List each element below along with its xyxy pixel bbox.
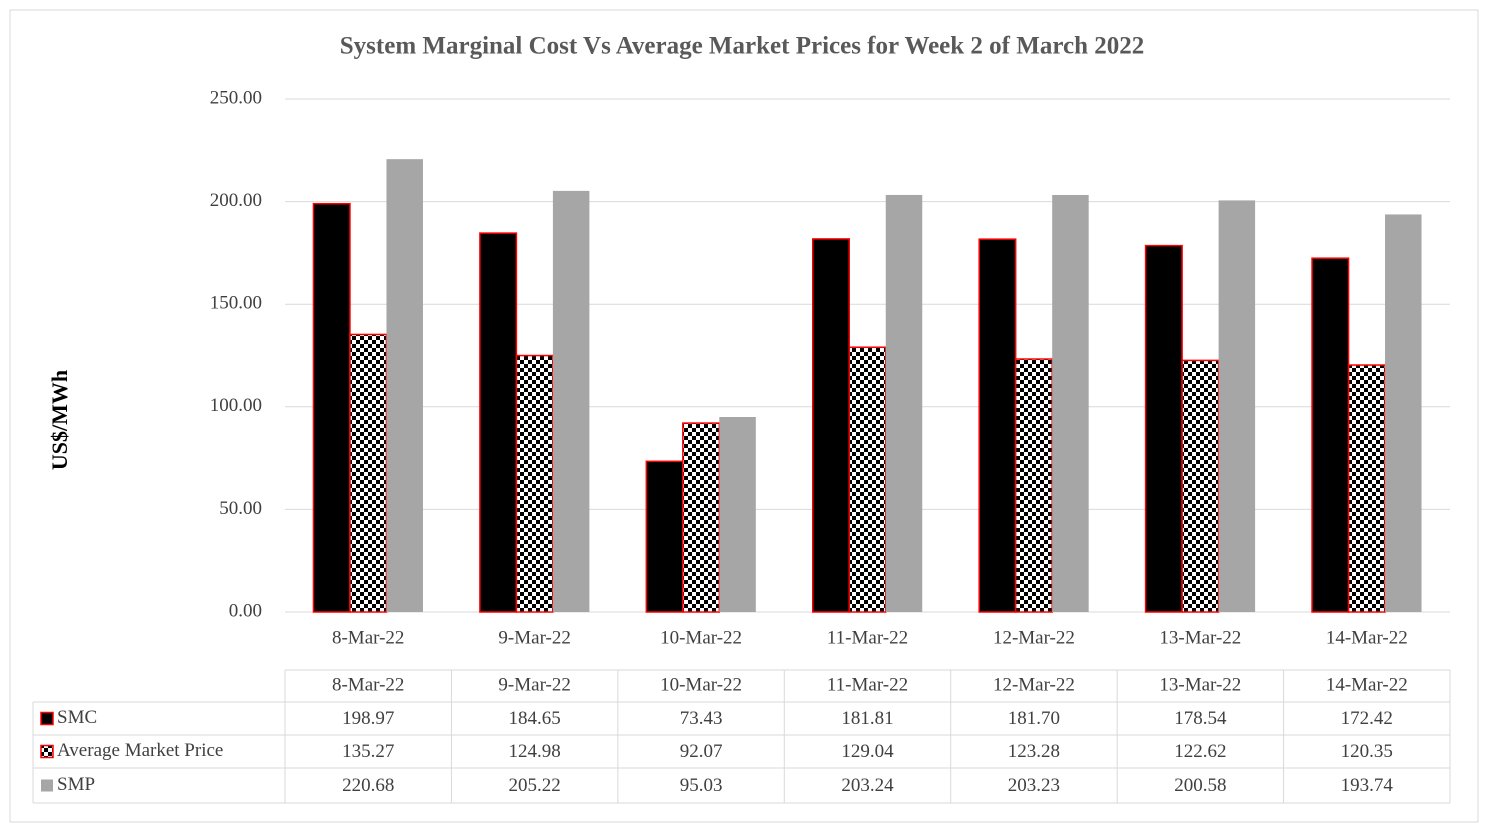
bar — [312, 202, 351, 613]
y-tick-label: 150.00 — [210, 293, 262, 314]
table-cell: 200.58 — [1174, 775, 1226, 796]
table-header: 10-Mar-22 — [660, 674, 742, 695]
y-axis-label: US$/MWh — [47, 370, 72, 470]
bar — [1014, 358, 1053, 613]
legend-label: Average Market Price — [57, 740, 223, 761]
table-cell: 120.35 — [1341, 741, 1393, 762]
bar — [885, 194, 923, 612]
table-header: 8-Mar-22 — [332, 674, 404, 695]
chart-title: System Marginal Cost Vs Average Market P… — [340, 33, 1144, 60]
table-cell: 203.23 — [1008, 775, 1060, 796]
y-tick-label: 250.00 — [210, 87, 262, 108]
y-tick-label: 200.00 — [210, 190, 262, 211]
table-cell: 95.03 — [680, 775, 723, 796]
y-tick-label: 100.00 — [210, 395, 262, 416]
bar — [515, 354, 554, 613]
table-cell: 122.62 — [1174, 741, 1226, 762]
bar — [719, 416, 756, 612]
x-tick-label: 8-Mar-22 — [332, 627, 404, 648]
table-cell: 178.54 — [1174, 708, 1227, 729]
table-header: 9-Mar-22 — [498, 674, 570, 695]
bar — [349, 333, 388, 613]
x-tick-label: 12-Mar-22 — [993, 627, 1075, 648]
table-cell: 184.65 — [509, 708, 561, 729]
bar — [848, 346, 887, 613]
bar — [1218, 200, 1256, 612]
table-cell: 181.81 — [841, 708, 893, 729]
table-cell: 172.42 — [1341, 708, 1393, 729]
table-header: 14-Mar-22 — [1326, 674, 1408, 695]
bar — [1181, 359, 1220, 613]
x-tick-label: 9-Mar-22 — [498, 627, 570, 648]
table-cell: 92.07 — [680, 741, 723, 762]
x-tick-label: 11-Mar-22 — [827, 627, 908, 648]
bar — [682, 422, 721, 613]
y-tick-label: 50.00 — [219, 498, 262, 519]
bar — [978, 238, 1017, 613]
bar — [1385, 214, 1422, 612]
x-tick-label: 13-Mar-22 — [1159, 627, 1241, 648]
x-tick-label: 14-Mar-22 — [1326, 627, 1408, 648]
bar — [645, 460, 684, 613]
x-tick-label: 10-Mar-22 — [660, 627, 742, 648]
table-cell: 73.43 — [680, 708, 723, 729]
legend-label: SMC — [57, 707, 97, 728]
bar — [1052, 194, 1089, 612]
bar — [386, 159, 423, 612]
bar — [479, 232, 518, 613]
bar — [1144, 244, 1183, 613]
table-cell: 124.98 — [509, 741, 561, 762]
legend-label: SMP — [57, 774, 95, 795]
table-cell: 123.28 — [1008, 741, 1060, 762]
table-cell: 135.27 — [342, 741, 394, 762]
table-cell: 203.24 — [841, 775, 894, 796]
bar — [552, 190, 590, 613]
legend-key — [40, 711, 54, 726]
bar — [812, 238, 850, 613]
table-cell: 193.74 — [1341, 775, 1394, 796]
table-cell: 129.04 — [841, 741, 894, 762]
bar — [1347, 364, 1386, 613]
table-cell: 220.68 — [342, 775, 394, 796]
table-header: 11-Mar-22 — [827, 674, 908, 695]
table-cell: 198.97 — [342, 708, 394, 729]
table-cell: 205.22 — [509, 775, 561, 796]
legend-key — [41, 779, 53, 792]
table-cell: 181.70 — [1008, 708, 1060, 729]
table-header: 12-Mar-22 — [993, 674, 1075, 695]
y-tick-label: 0.00 — [229, 600, 262, 621]
bar — [1311, 257, 1350, 613]
table-header: 13-Mar-22 — [1159, 674, 1241, 695]
legend-key — [40, 744, 54, 759]
